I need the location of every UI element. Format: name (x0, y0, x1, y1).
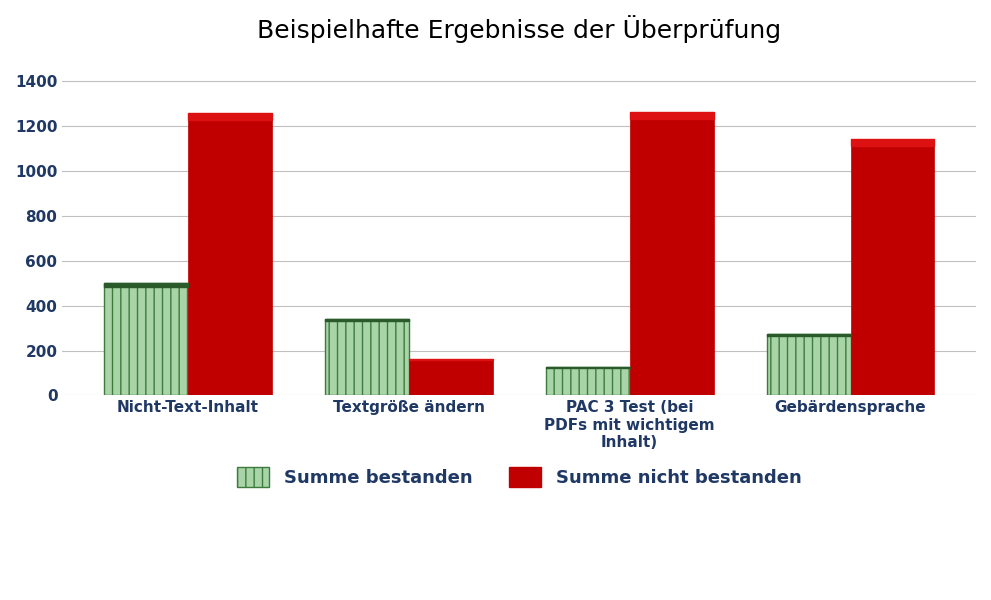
Bar (767, 334, 850, 395)
Bar (629, 112, 714, 395)
Bar (408, 359, 493, 361)
Bar (188, 113, 272, 120)
Bar (104, 283, 188, 395)
Bar (325, 319, 408, 395)
Bar (325, 319, 408, 322)
Legend: Summe bestanden, Summe nicht bestanden: Summe bestanden, Summe nicht bestanden (237, 467, 802, 487)
Bar (850, 139, 935, 395)
Bar (546, 367, 629, 368)
Title: Beispielhafte Ergebnisse der Überprüfung: Beispielhafte Ergebnisse der Überprüfung (257, 15, 781, 43)
Bar (104, 283, 188, 287)
Bar (188, 113, 272, 395)
Bar (767, 334, 850, 336)
Bar (546, 367, 629, 395)
Bar (850, 139, 935, 146)
Bar (408, 359, 493, 395)
Bar (629, 112, 714, 119)
